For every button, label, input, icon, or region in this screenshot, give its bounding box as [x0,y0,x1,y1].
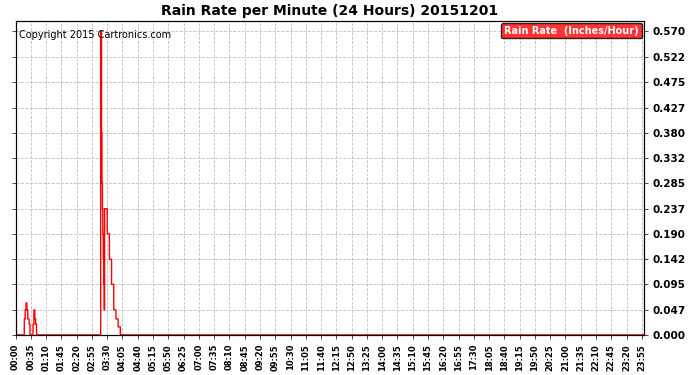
Text: Copyright 2015 Cartronics.com: Copyright 2015 Cartronics.com [19,30,171,40]
Title: Rain Rate per Minute (24 Hours) 20151201: Rain Rate per Minute (24 Hours) 20151201 [161,4,498,18]
Legend: Rain Rate  (Inches/Hour): Rain Rate (Inches/Hour) [501,22,642,39]
